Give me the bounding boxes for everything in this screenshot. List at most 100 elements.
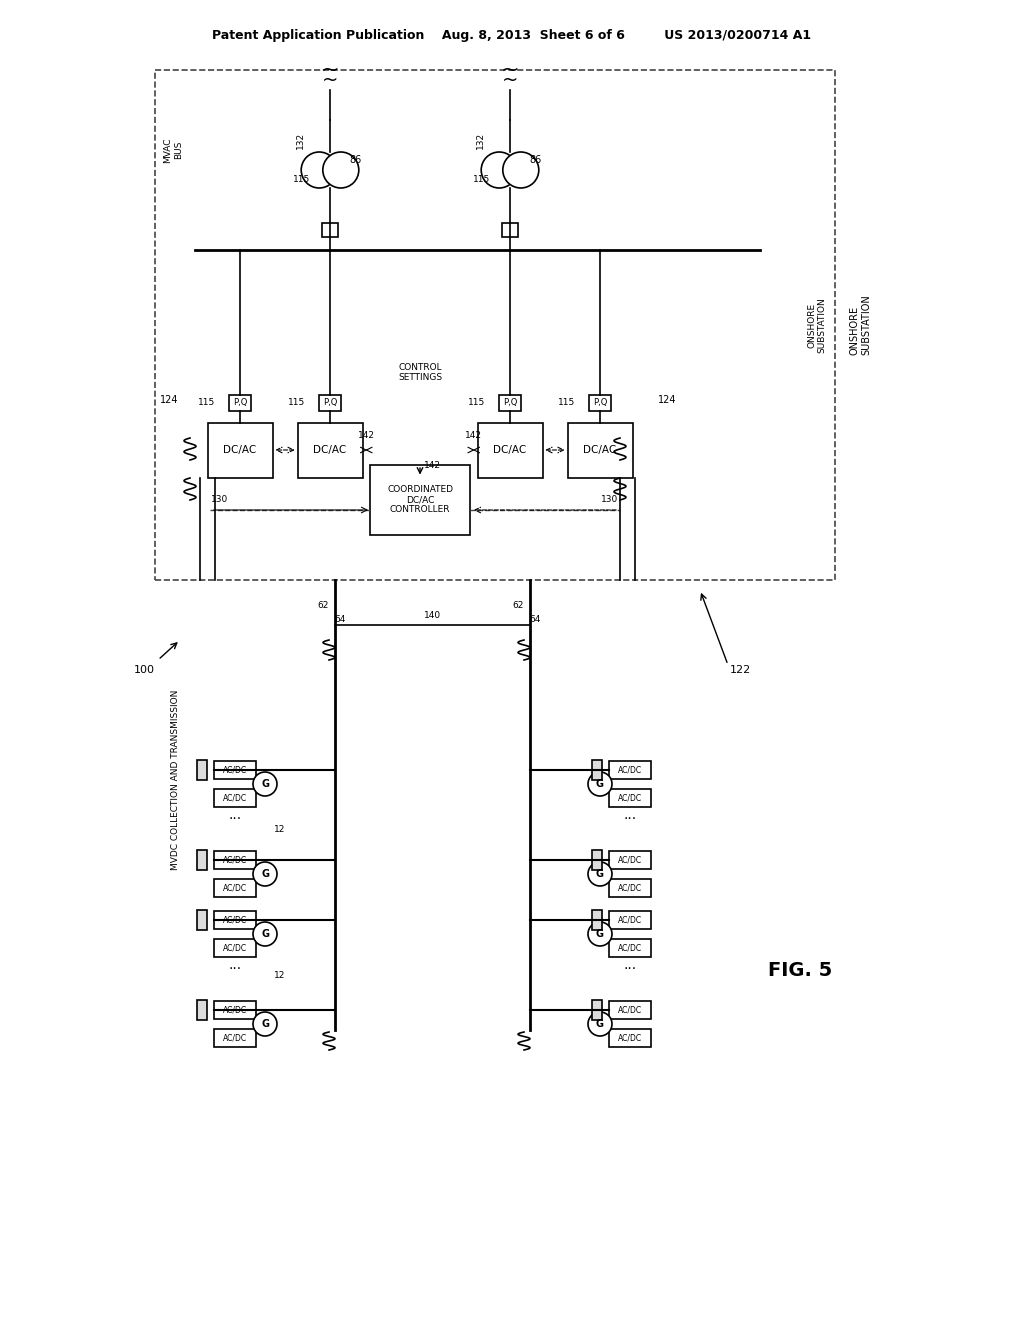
Text: SETTINGS: SETTINGS xyxy=(398,374,442,381)
Bar xyxy=(609,911,651,929)
Bar xyxy=(298,422,362,478)
Text: DC/AC: DC/AC xyxy=(584,445,616,455)
Bar xyxy=(197,850,207,870)
Circle shape xyxy=(588,1012,612,1036)
Text: 86: 86 xyxy=(528,154,541,165)
Text: COORDINATED: COORDINATED xyxy=(387,486,453,495)
Text: DC/AC: DC/AC xyxy=(406,495,434,504)
Text: CONTROL: CONTROL xyxy=(398,363,441,372)
Text: G: G xyxy=(596,779,604,789)
Text: DC/AC: DC/AC xyxy=(223,445,257,455)
Text: 122: 122 xyxy=(730,665,752,675)
Text: AC/DC: AC/DC xyxy=(617,916,642,924)
Bar xyxy=(499,395,521,411)
Bar xyxy=(214,939,256,957)
Text: ONSHORE
SUBSTATION: ONSHORE SUBSTATION xyxy=(850,294,871,355)
Bar xyxy=(155,70,835,579)
Text: 132: 132 xyxy=(296,132,304,149)
Text: AC/DC: AC/DC xyxy=(617,793,642,803)
Text: AC/DC: AC/DC xyxy=(223,916,247,924)
Text: ...: ... xyxy=(624,958,637,972)
Text: AC/DC: AC/DC xyxy=(223,883,247,892)
Bar xyxy=(229,395,251,411)
Text: MVAC
BUS: MVAC BUS xyxy=(163,137,182,162)
Text: P,Q: P,Q xyxy=(593,399,607,407)
Text: G: G xyxy=(261,929,269,939)
Circle shape xyxy=(481,152,517,187)
Text: 64: 64 xyxy=(334,615,346,624)
Text: ...: ... xyxy=(624,808,637,822)
Bar xyxy=(592,1001,602,1020)
Bar xyxy=(319,395,341,411)
Bar xyxy=(589,395,611,411)
Bar xyxy=(322,223,338,238)
Circle shape xyxy=(323,152,358,187)
Text: 115: 115 xyxy=(558,399,575,407)
Text: G: G xyxy=(596,1019,604,1030)
Text: 130: 130 xyxy=(601,495,618,504)
Text: ~: ~ xyxy=(502,70,518,90)
Text: AC/DC: AC/DC xyxy=(223,1006,247,1015)
Bar xyxy=(609,789,651,807)
Bar xyxy=(214,911,256,929)
Text: G: G xyxy=(261,869,269,879)
Text: P,Q: P,Q xyxy=(323,399,337,407)
Text: ONSHORE
SUBSTATION: ONSHORE SUBSTATION xyxy=(807,297,826,352)
Text: MVDC COLLECTION AND TRANSMISSION: MVDC COLLECTION AND TRANSMISSION xyxy=(171,690,179,870)
Text: 12: 12 xyxy=(274,970,286,979)
Text: AC/DC: AC/DC xyxy=(223,1034,247,1043)
Bar xyxy=(502,223,518,238)
Text: G: G xyxy=(596,869,604,879)
Text: G: G xyxy=(596,929,604,939)
Text: FIG. 5: FIG. 5 xyxy=(768,961,833,979)
Text: 86: 86 xyxy=(349,154,361,165)
Text: ~: ~ xyxy=(501,59,519,81)
Text: AC/DC: AC/DC xyxy=(617,855,642,865)
Text: 142: 142 xyxy=(424,461,440,470)
Circle shape xyxy=(503,152,539,187)
Text: 62: 62 xyxy=(512,601,523,610)
Text: G: G xyxy=(261,779,269,789)
Text: 115: 115 xyxy=(288,399,305,407)
Text: 12: 12 xyxy=(274,825,286,834)
Bar xyxy=(214,1001,256,1019)
Bar xyxy=(370,465,470,535)
Bar xyxy=(609,851,651,869)
Bar xyxy=(609,939,651,957)
Text: AC/DC: AC/DC xyxy=(223,855,247,865)
Text: AC/DC: AC/DC xyxy=(223,793,247,803)
Circle shape xyxy=(253,862,278,886)
Text: DC/AC: DC/AC xyxy=(494,445,526,455)
Text: 142: 142 xyxy=(357,430,375,440)
Bar xyxy=(197,760,207,780)
Text: 115: 115 xyxy=(473,176,490,185)
Bar xyxy=(197,1001,207,1020)
Text: 130: 130 xyxy=(211,495,228,504)
Bar xyxy=(214,879,256,898)
Circle shape xyxy=(253,921,278,946)
Text: ...: ... xyxy=(228,808,242,822)
Bar xyxy=(592,909,602,931)
Text: 142: 142 xyxy=(465,430,482,440)
Text: AC/DC: AC/DC xyxy=(223,766,247,775)
Bar xyxy=(609,879,651,898)
Bar xyxy=(567,422,633,478)
Text: AC/DC: AC/DC xyxy=(617,883,642,892)
Bar xyxy=(592,850,602,870)
Text: AC/DC: AC/DC xyxy=(617,944,642,953)
Text: 100: 100 xyxy=(134,665,155,675)
Circle shape xyxy=(301,152,337,187)
Bar xyxy=(609,1030,651,1047)
Text: 115: 115 xyxy=(293,176,310,185)
Circle shape xyxy=(588,921,612,946)
Text: P,Q: P,Q xyxy=(503,399,517,407)
Text: 124: 124 xyxy=(160,395,178,405)
Bar xyxy=(208,422,272,478)
Text: Patent Application Publication    Aug. 8, 2013  Sheet 6 of 6         US 2013/020: Patent Application Publication Aug. 8, 2… xyxy=(212,29,812,41)
Text: 115: 115 xyxy=(198,399,215,407)
Bar xyxy=(214,1030,256,1047)
Bar xyxy=(609,762,651,779)
Bar xyxy=(214,762,256,779)
Text: 64: 64 xyxy=(529,615,541,624)
Text: 124: 124 xyxy=(658,395,677,405)
